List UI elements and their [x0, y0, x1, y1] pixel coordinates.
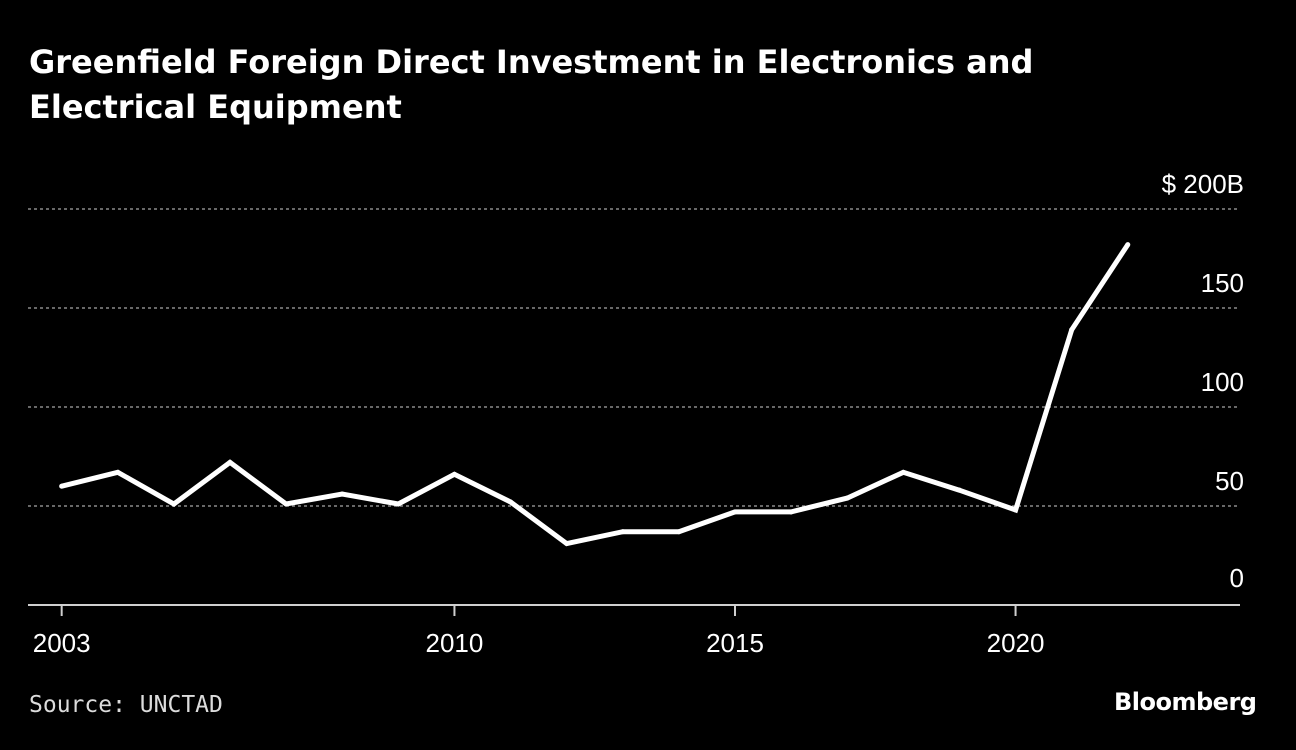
data-point — [788, 509, 794, 515]
data-point — [1013, 507, 1019, 513]
data-point — [732, 509, 738, 515]
y-tick-label: 0 — [1230, 563, 1244, 593]
x-tick-label: 2003 — [33, 628, 91, 658]
series-line — [61, 243, 1130, 547]
y-tick-label: 150 — [1201, 268, 1244, 298]
data-point — [900, 469, 906, 475]
data-point — [395, 501, 401, 507]
y-tick-label: 50 — [1215, 466, 1244, 496]
data-point — [1125, 242, 1131, 248]
x-tick-label: 2015 — [706, 628, 764, 658]
data-point — [508, 499, 514, 505]
x-tick-label: 2020 — [987, 628, 1045, 658]
data-point — [283, 501, 289, 507]
x-tick-label: 2010 — [426, 628, 484, 658]
data-point — [676, 529, 682, 535]
data-point — [844, 495, 850, 501]
source-note: Source: UNCTAD — [29, 692, 223, 718]
data-point — [956, 487, 962, 493]
data-point — [171, 501, 177, 507]
data-point — [451, 471, 457, 477]
data-point — [59, 483, 65, 489]
bloomberg-logo: Bloomberg — [1114, 688, 1257, 716]
data-point — [1069, 327, 1075, 333]
y-tick-label: 100 — [1201, 367, 1244, 397]
data-point — [564, 541, 570, 547]
data-point — [227, 459, 233, 465]
data-point — [620, 529, 626, 535]
data-point — [339, 491, 345, 497]
y-tick-label: $ 200B — [1162, 169, 1244, 199]
data-point — [115, 469, 121, 475]
chart-title: Greenfield Foreign Direct Investment in … — [29, 43, 1034, 126]
